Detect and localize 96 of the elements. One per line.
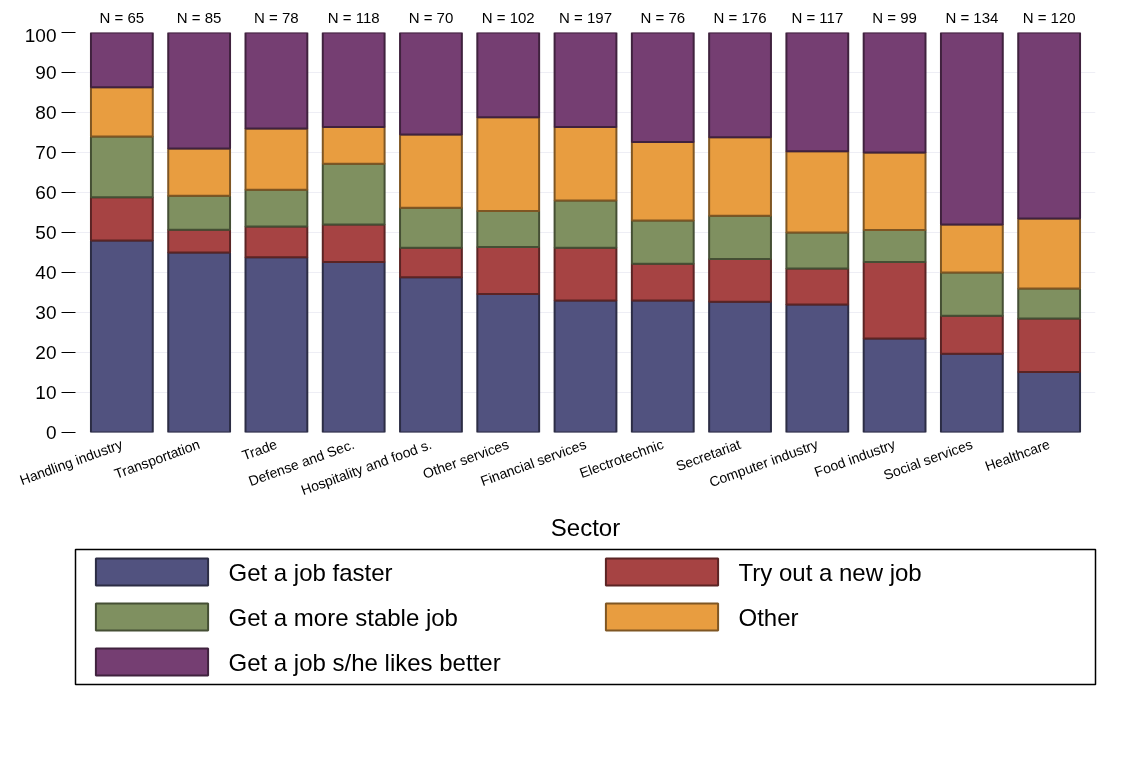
bar [244, 32, 309, 130]
bar [630, 262, 695, 302]
annotation: N = 120 [1022, 8, 1076, 26]
y-tick-label: 90 [35, 62, 57, 83]
bar [862, 151, 927, 232]
legend-label: Try out a new job [738, 558, 922, 586]
bar [939, 271, 1004, 317]
bar [785, 231, 850, 270]
y-tick-label: 40 [35, 262, 57, 283]
bar [321, 162, 386, 226]
bar [553, 32, 618, 128]
annotation: N = 76 [640, 8, 686, 26]
bar [167, 228, 232, 254]
annotation: N = 118 [327, 8, 380, 26]
bar [167, 32, 232, 150]
bar [630, 219, 695, 265]
bar [89, 196, 154, 242]
x-axis-title: Sector [550, 513, 621, 541]
bar [939, 223, 1004, 274]
y-tick-label: 20 [35, 342, 57, 363]
bar [708, 300, 772, 433]
bar [244, 127, 309, 191]
bar [1017, 32, 1082, 220]
legend-label: Get a job faster [228, 558, 393, 586]
bar [89, 135, 154, 199]
annotation: N = 99 [872, 8, 917, 26]
annotation: N = 117 [791, 8, 844, 26]
bar [89, 86, 154, 138]
bar [939, 352, 1004, 433]
bar [399, 32, 463, 136]
bar [862, 32, 927, 154]
bar [167, 194, 232, 231]
bar [476, 32, 541, 119]
annotation: N = 85 [176, 8, 222, 26]
bar [1017, 317, 1082, 374]
bar [785, 303, 850, 433]
bar [399, 276, 463, 433]
annotation: N = 78 [254, 8, 299, 26]
bar [321, 223, 386, 264]
bar [399, 133, 463, 209]
bar [1017, 287, 1082, 320]
bar [862, 229, 927, 264]
bar [244, 225, 309, 259]
annotation: N = 134 [945, 8, 999, 26]
y-tick-label: 30 [35, 302, 57, 323]
annotation: N = 197 [559, 8, 612, 26]
bar [708, 257, 772, 303]
bar [399, 206, 463, 249]
legend-label: Other [738, 603, 799, 631]
bar [1017, 371, 1082, 433]
bar [708, 32, 772, 139]
bar [785, 267, 850, 306]
bar [321, 261, 386, 433]
y-tick-label: 80 [35, 102, 57, 123]
bar [89, 32, 154, 89]
bar [708, 214, 772, 260]
y-tick-label: 100 [24, 24, 57, 46]
y-tick-label: 10 [35, 382, 57, 403]
bar [1017, 217, 1082, 290]
legend-label: Get a more stable job [228, 603, 458, 631]
annotation: N = 65 [99, 8, 145, 26]
bar [476, 293, 541, 433]
bar [89, 239, 154, 433]
bar [939, 32, 1004, 226]
bar [321, 125, 386, 165]
bar [785, 150, 850, 234]
bar [476, 245, 541, 296]
y-tick-label: 50 [35, 222, 57, 243]
x-tick-label: Trade [239, 435, 280, 464]
bar [244, 188, 309, 228]
bar [321, 32, 386, 128]
bar [630, 299, 695, 433]
annotation: N = 176 [713, 8, 767, 26]
bar [553, 125, 618, 202]
bar [399, 246, 463, 279]
bar [476, 209, 541, 248]
bar [630, 32, 695, 144]
bar [167, 147, 232, 197]
bar [553, 199, 618, 249]
annotation: N = 102 [481, 8, 535, 26]
bar [553, 299, 618, 433]
bar [785, 32, 850, 153]
legend-label: Get a job s/he likes better [228, 648, 501, 676]
annotation: N = 70 [408, 8, 454, 26]
y-tick-label: 0 [45, 422, 57, 443]
bar [939, 314, 1004, 355]
bar [244, 256, 309, 433]
bar [708, 136, 772, 217]
bar [553, 246, 618, 302]
bar [862, 261, 927, 340]
y-tick-label: 60 [35, 182, 57, 203]
bar [476, 116, 541, 212]
bar [630, 141, 695, 222]
y-tick-label: 70 [35, 142, 57, 163]
bar [862, 337, 927, 433]
bar [167, 251, 232, 433]
